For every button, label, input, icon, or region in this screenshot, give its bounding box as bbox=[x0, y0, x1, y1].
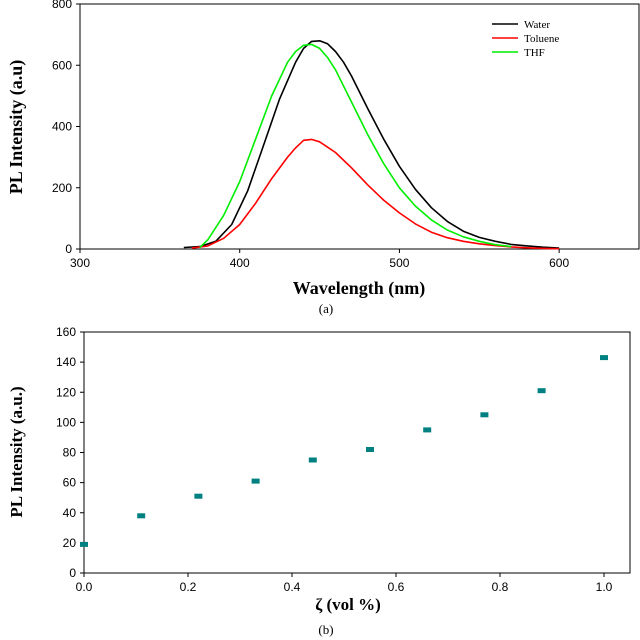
legend-label-toluene: Toluene bbox=[524, 33, 559, 45]
plot-b-x-axis: 0.0 0.2 0.4 0.6 0.8 1.0 bbox=[76, 573, 613, 594]
plot-b-frame bbox=[83, 331, 631, 574]
legend-label-water: Water bbox=[524, 19, 550, 31]
plot-b-ytick-label: 160 bbox=[56, 325, 76, 339]
plot-b-ytick-label: 20 bbox=[63, 536, 77, 550]
panel-a: 0 200 400 600 800 300 400 500 600 Water Toluene T… bbox=[6, 0, 640, 316]
data-point bbox=[308, 457, 317, 463]
plot-a-xtick-label: 400 bbox=[230, 256, 250, 270]
plot-a-ytick-label: 0 bbox=[65, 242, 72, 256]
plot-b-ytick-label: 0 bbox=[69, 566, 76, 580]
plot-b-ylabel: PL Intensity (a.u.) bbox=[7, 386, 26, 517]
data-point bbox=[80, 541, 88, 547]
plot-b-xlabel: ζ (vol %) bbox=[315, 595, 381, 614]
plot-a-caption: (a) bbox=[319, 301, 333, 316]
plot-a-xtick-label: 600 bbox=[549, 256, 569, 270]
plot-a-legend: Water Toluene THF bbox=[492, 19, 559, 59]
series-line-thf bbox=[199, 43, 512, 249]
plot-a-ytick-label: 400 bbox=[52, 120, 72, 134]
data-point bbox=[423, 427, 432, 433]
plot-b-xtick-label: 0.2 bbox=[180, 580, 197, 594]
data-point bbox=[137, 513, 146, 519]
plot-b-ytick-label: 140 bbox=[56, 355, 76, 369]
panel-b: 0 20 40 60 80 100 120 140 160 0.0 0.2 0.4 0.6 0.8 1.0… bbox=[7, 325, 631, 637]
plot-b-xtick-label: 0.8 bbox=[492, 580, 509, 594]
plot-a-xtick-label: 500 bbox=[389, 256, 409, 270]
plot-b-caption: (b) bbox=[318, 622, 333, 637]
plot-a-xtick-label: 300 bbox=[70, 256, 90, 270]
series-line-water bbox=[183, 39, 560, 249]
plot-a-y-axis: 0 200 400 600 800 bbox=[52, 0, 80, 256]
plot-a-ytick-label: 800 bbox=[52, 0, 72, 11]
plot-b-xtick-label: 0.6 bbox=[388, 580, 405, 594]
plot-a-ytick-label: 600 bbox=[52, 58, 72, 72]
plot-b-ytick-label: 120 bbox=[56, 385, 76, 399]
legend-label-thf: THF bbox=[524, 47, 545, 59]
plot-a-ylabel: PL Intensity (a.u) bbox=[6, 60, 27, 195]
plot-b-xtick-label: 1.0 bbox=[596, 580, 613, 594]
data-point bbox=[537, 388, 546, 394]
plot-b-xtick-label: 0.4 bbox=[284, 580, 301, 594]
series-line-toluene bbox=[191, 138, 560, 250]
data-point bbox=[366, 447, 374, 452]
plot-b-ytick-label: 100 bbox=[56, 415, 76, 429]
plot-a-x-axis: 300 400 500 600 bbox=[70, 249, 569, 270]
data-point bbox=[480, 412, 489, 418]
plot-b-xtick-label: 0.0 bbox=[76, 580, 93, 594]
plot-b-series bbox=[80, 355, 608, 547]
plot-b-ytick-label: 80 bbox=[63, 446, 77, 460]
data-point bbox=[194, 493, 203, 499]
data-point bbox=[251, 478, 260, 484]
plot-b-y-axis: 0 20 40 60 80 100 120 140 160 bbox=[56, 325, 84, 580]
plot-b-ytick-label: 60 bbox=[63, 476, 77, 490]
plot-a-series bbox=[183, 39, 560, 250]
plot-b-ytick-label: 40 bbox=[63, 506, 77, 520]
plot-a-xlabel: Wavelength (nm) bbox=[293, 278, 426, 299]
data-point bbox=[600, 355, 608, 361]
plot-a-ytick-label: 200 bbox=[52, 181, 72, 195]
